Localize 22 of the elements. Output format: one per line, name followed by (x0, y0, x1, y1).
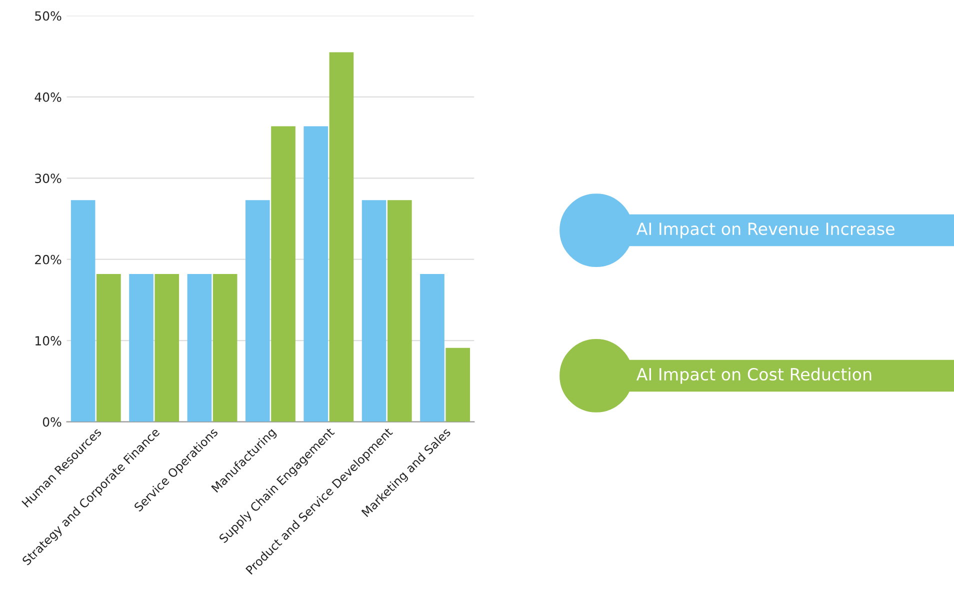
y-tick-label: 0% (42, 417, 62, 427)
y-tick-label: 10% (36, 336, 62, 346)
text: AI Impact on Revenue Increase (636, 222, 894, 238)
bar (187, 274, 212, 422)
bar (70, 200, 96, 422)
bar (129, 274, 154, 422)
bar (304, 126, 328, 422)
bar (245, 200, 270, 422)
y-tick-label: 40% (34, 92, 62, 102)
bar (212, 274, 238, 422)
y-tick-label: 50% (35, 11, 62, 21)
bar (362, 200, 386, 422)
bar (154, 274, 180, 422)
text: AI Impact on Cost Reduction (636, 368, 872, 384)
bar (329, 52, 354, 422)
bar (271, 126, 296, 422)
bar (387, 200, 412, 422)
y-tick-label: 20% (35, 254, 62, 264)
bar (446, 348, 470, 422)
bar (420, 274, 444, 422)
y-tick-label: 30% (35, 174, 62, 184)
bar (96, 274, 121, 422)
